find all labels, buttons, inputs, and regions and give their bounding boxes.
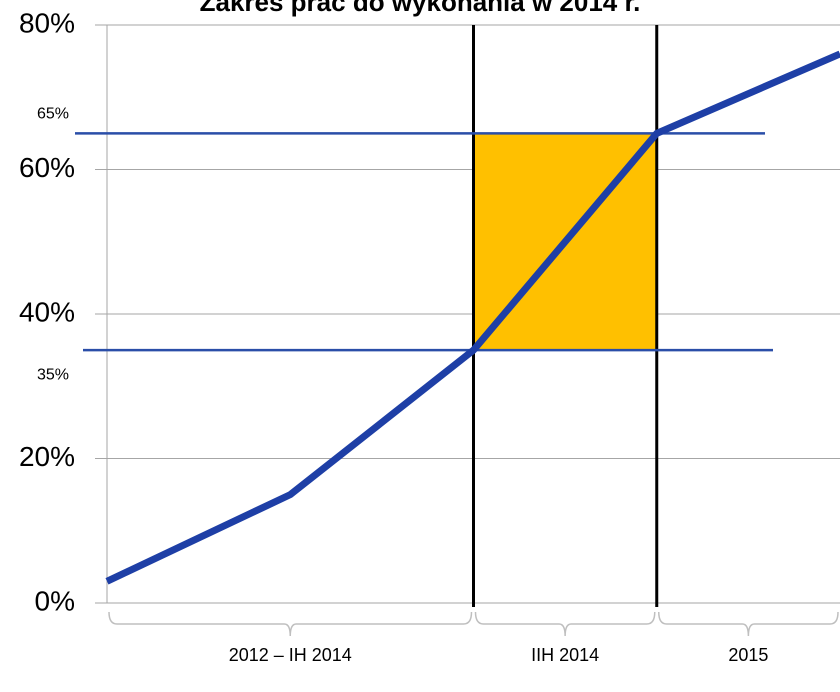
y-tick-label: 60% xyxy=(19,152,75,183)
x-category-label: IIH 2014 xyxy=(531,645,599,665)
category-brace xyxy=(108,611,473,637)
annotation-label: 35% xyxy=(37,366,69,383)
category-brace xyxy=(474,611,656,637)
annotation-label: 65% xyxy=(37,106,69,123)
category-brace xyxy=(658,611,839,637)
y-tick-label: 80% xyxy=(19,7,75,38)
chart-title: Zakres prac do wykonania w 2014 r. xyxy=(200,0,641,17)
x-category-label: 2012 – IH 2014 xyxy=(229,645,352,665)
x-category-label: 2015 xyxy=(728,645,768,665)
y-tick-label: 20% xyxy=(19,441,75,472)
y-tick-label: 0% xyxy=(35,585,75,616)
y-tick-label: 40% xyxy=(19,296,75,327)
data-line xyxy=(105,50,840,585)
